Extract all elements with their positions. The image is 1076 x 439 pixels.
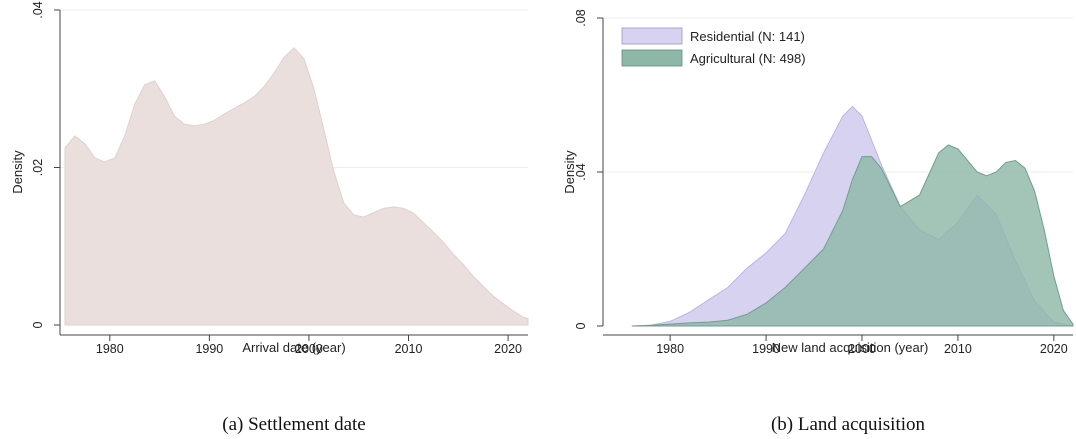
panel-land-acquisition: 0 .04 .08 1980 1990 2000 2010 2020 Residential… [562, 9, 1074, 435]
x-axis-title: Arrival date (year) [242, 340, 345, 355]
x-tick-label: 1990 [752, 342, 780, 356]
legend-swatch-agricultural [621, 49, 683, 67]
x-tick-label: 2010 [395, 342, 423, 356]
legend-swatch-residential [621, 27, 683, 45]
y-tick-label: .04 [574, 163, 588, 180]
density-area-agricultural [631, 144, 1074, 327]
y-tick-label: .08 [574, 9, 588, 26]
x-axis-title: New land acquisition (year) [772, 340, 929, 355]
y-tick-label: .02 [31, 159, 45, 176]
legend: Residential (N: 141) Agricultural (N: 49… [621, 27, 806, 67]
density-areas [631, 105, 1074, 327]
x-tick-label: 1990 [195, 342, 223, 356]
y-tick-label: 0 [574, 322, 588, 329]
x-ticks: 1980 1990 2000 2010 2020 [96, 335, 522, 356]
x-tick-label: 2010 [944, 342, 972, 356]
x-tick-label: 2020 [494, 342, 522, 356]
x-tick-label: 2000 [295, 342, 323, 356]
caption-a: (a) Settlement date [222, 414, 366, 435]
legend-label-agricultural: Agricultural (N: 498) [690, 51, 806, 66]
y-axis-title: Density [10, 150, 25, 194]
density-areas [64, 47, 529, 326]
panel-settlement-date: 0 .02 .04 1980 1990 2000 2010 2020 Arrival dat… [10, 1, 529, 435]
x-tick-label: 2020 [1040, 342, 1068, 356]
y-tick-label: 0 [31, 321, 45, 328]
y-axis-title: Density [562, 150, 577, 194]
y-tick-label: .04 [31, 1, 45, 18]
x-tick-label: 2000 [848, 342, 876, 356]
caption-b: (b) Land acquisition [771, 414, 926, 435]
x-ticks: 1980 1990 2000 2010 2020 [656, 335, 1068, 356]
y-ticks: 0 .04 .08 [574, 9, 603, 329]
density-area-series-0 [64, 47, 529, 326]
y-ticks: 0 .02 .04 [31, 1, 60, 328]
legend-label-residential: Residential (N: 141) [690, 29, 805, 44]
x-tick-label: 1980 [656, 342, 684, 356]
x-tick-label: 1980 [96, 342, 124, 356]
